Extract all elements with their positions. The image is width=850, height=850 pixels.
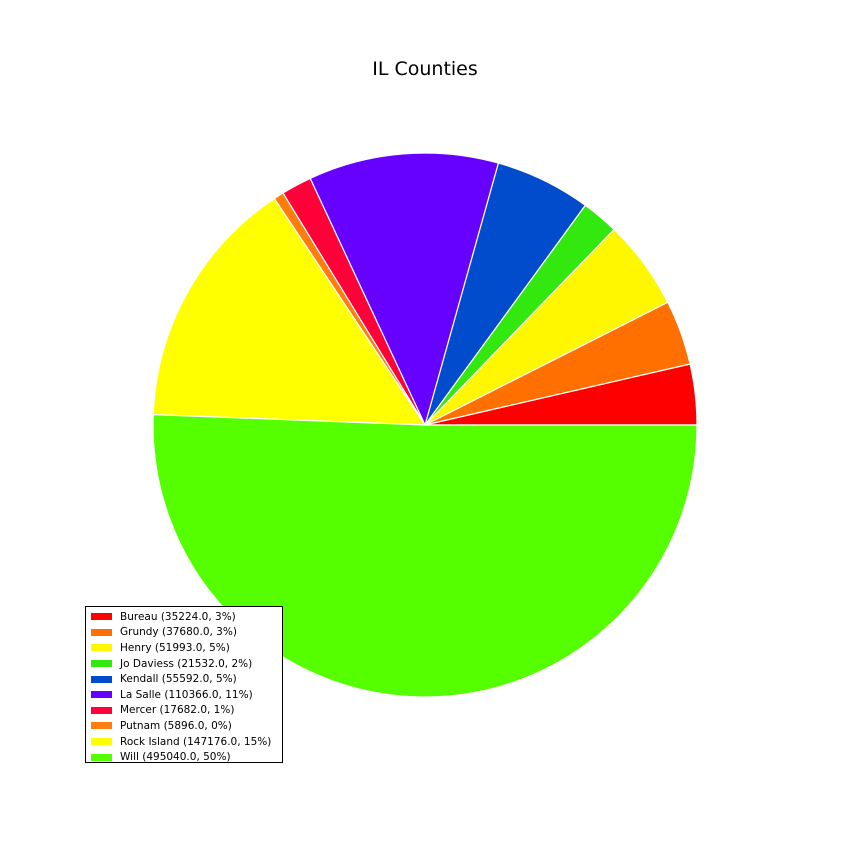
- legend-label: La Salle (110366.0, 11%): [120, 688, 253, 701]
- legend-label: Grundy (37680.0, 3%): [120, 626, 237, 639]
- legend-item-la-salle: La Salle (110366.0, 11%): [86, 687, 282, 703]
- legend-label: Will (495040.0, 50%): [120, 751, 231, 764]
- legend-item-mercer: Mercer (17682.0, 1%): [86, 703, 282, 719]
- legend-item-putnam: Putnam (5896.0, 0%): [86, 718, 282, 734]
- legend-item-henry: Henry (51993.0, 5%): [86, 640, 282, 656]
- legend-label: Henry (51993.0, 5%): [120, 641, 230, 654]
- pie-slice-la-salle: [309, 152, 499, 426]
- legend-label: Kendall (55592.0, 5%): [120, 673, 237, 686]
- legend-item-bureau: Bureau (35224.0, 3%): [86, 609, 282, 625]
- pie-slice-rock-island: [152, 197, 426, 426]
- legend-label: Putnam (5896.0, 0%): [120, 719, 232, 732]
- legend-item-rock-island: Rock Island (147176.0, 15%): [86, 734, 282, 750]
- chart-title: IL Counties: [372, 58, 478, 80]
- pie-slice-will: [152, 414, 698, 698]
- legend-item-grundy: Grundy (37680.0, 3%): [86, 625, 282, 641]
- legend-item-kendall: Kendall (55592.0, 5%): [86, 671, 282, 687]
- legend-swatch: [91, 628, 112, 636]
- legend-swatch: [91, 691, 112, 699]
- legend-label: Rock Island (147176.0, 15%): [120, 735, 272, 748]
- legend-swatch: [91, 753, 112, 761]
- legend-swatch: [91, 722, 112, 730]
- legend-label: Jo Daviess (21532.0, 2%): [120, 657, 253, 670]
- chart-legend: Bureau (35224.0, 3%) Grundy (37680.0, 3%)…: [85, 606, 283, 763]
- legend-swatch: [91, 706, 112, 714]
- legend-swatch: [91, 675, 112, 683]
- legend-item-jo-daviess: Jo Daviess (21532.0, 2%): [86, 656, 282, 672]
- legend-swatch: [91, 613, 112, 621]
- legend-swatch: [91, 644, 112, 652]
- legend-item-will: Will (495040.0, 50%): [86, 749, 282, 765]
- legend-swatch: [91, 738, 112, 746]
- legend-label: Bureau (35224.0, 3%): [120, 610, 236, 623]
- legend-label: Mercer (17682.0, 1%): [120, 704, 235, 717]
- legend-swatch: [91, 660, 112, 668]
